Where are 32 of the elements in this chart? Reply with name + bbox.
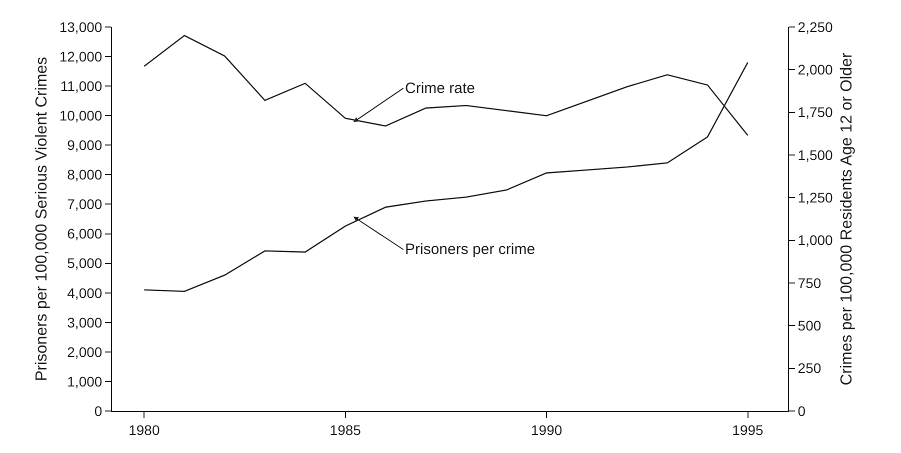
y-tick-label: 10,000 xyxy=(59,108,102,124)
y2-tick-label: 250 xyxy=(798,360,822,376)
y2-tick-label: 2,000 xyxy=(798,62,834,78)
y-tick-label: 7,000 xyxy=(67,196,102,212)
y-tick-label: 3,000 xyxy=(67,314,102,330)
x-tick-label: 1995 xyxy=(732,422,764,438)
y2-axis-title: Crimes per 100,000 Residents Age 12 or Older xyxy=(838,52,856,386)
y2-tick-label: 1,750 xyxy=(798,104,834,120)
y2-tick-label: 750 xyxy=(798,274,822,291)
y-tick-label: 5,000 xyxy=(67,255,102,272)
y-tick-label: 13,000 xyxy=(59,18,102,35)
y-tick-label: 12,000 xyxy=(59,48,102,64)
x-tick-label: 1980 xyxy=(128,422,160,438)
y-tick-label: 4,000 xyxy=(67,284,102,301)
y-tick-label: 6,000 xyxy=(67,226,102,242)
y-tick-label: 8,000 xyxy=(67,166,102,183)
y2-tick-label: 500 xyxy=(798,318,822,334)
y-tick-label: 2,000 xyxy=(67,344,102,360)
x-tick-label: 1990 xyxy=(530,422,562,438)
y-axis-title: Prisoners per 100,000 Serious Violent Crimes xyxy=(33,56,50,382)
x-tick-label: 1985 xyxy=(330,422,362,438)
series-label: Crime rate xyxy=(405,80,476,97)
y2-tick-label: 1,250 xyxy=(798,190,834,206)
y-tick-label: 11,000 xyxy=(60,78,102,94)
y2-tick-label: 0 xyxy=(798,402,806,419)
y-tick-label: 9,000 xyxy=(67,137,102,154)
y2-tick-label: 2,250 xyxy=(798,18,834,35)
y-tick-label: 1,000 xyxy=(67,373,102,390)
y2-tick-label: 1,500 xyxy=(798,146,834,163)
text: Prisoners per crime xyxy=(405,241,536,258)
y-tick-label: 0 xyxy=(94,402,102,419)
y2-tick-label: 1,000 xyxy=(798,232,834,248)
